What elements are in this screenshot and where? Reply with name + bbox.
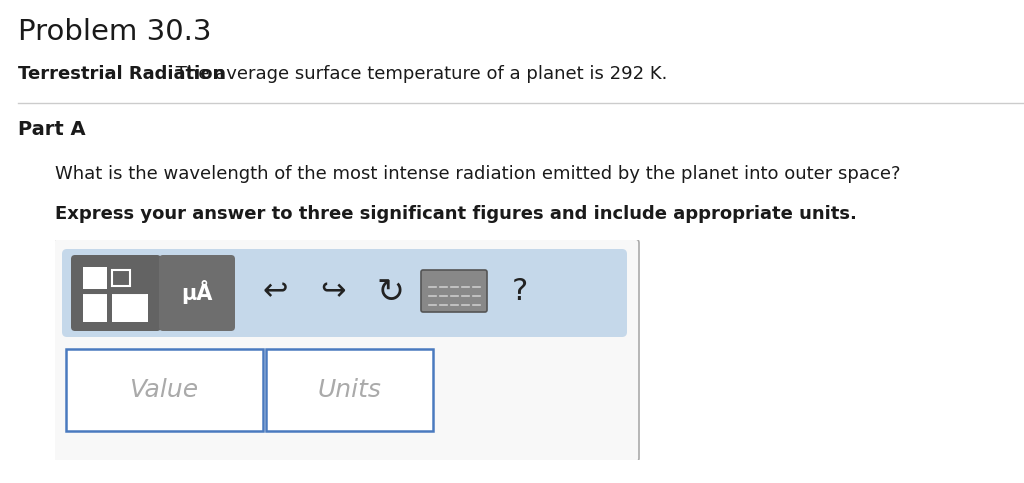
FancyBboxPatch shape xyxy=(53,239,639,462)
FancyBboxPatch shape xyxy=(71,255,161,331)
FancyBboxPatch shape xyxy=(112,294,148,322)
Text: ↻: ↻ xyxy=(376,275,404,309)
Text: What is the wavelength of the most intense radiation emitted by the planet into : What is the wavelength of the most inten… xyxy=(55,165,900,183)
Text: ↪: ↪ xyxy=(321,278,346,307)
Text: Terrestrial Radiation: Terrestrial Radiation xyxy=(18,65,225,83)
FancyBboxPatch shape xyxy=(66,349,263,431)
Text: Express your answer to three significant figures and include appropriate units.: Express your answer to three significant… xyxy=(55,205,857,223)
Text: Part A: Part A xyxy=(18,120,86,139)
Text: Problem 30.3: Problem 30.3 xyxy=(18,18,212,46)
Text: ?: ? xyxy=(512,278,528,307)
Text: ↩: ↩ xyxy=(262,278,288,307)
FancyBboxPatch shape xyxy=(159,255,234,331)
FancyBboxPatch shape xyxy=(421,270,487,312)
Text: Units: Units xyxy=(317,378,381,402)
FancyBboxPatch shape xyxy=(83,267,106,289)
FancyBboxPatch shape xyxy=(62,249,627,337)
Text: μÅ: μÅ xyxy=(181,280,213,304)
FancyBboxPatch shape xyxy=(83,294,106,322)
Text: Value: Value xyxy=(129,378,199,402)
FancyBboxPatch shape xyxy=(266,349,433,431)
Text: The average surface temperature of a planet is 292 K.: The average surface temperature of a pla… xyxy=(170,65,668,83)
